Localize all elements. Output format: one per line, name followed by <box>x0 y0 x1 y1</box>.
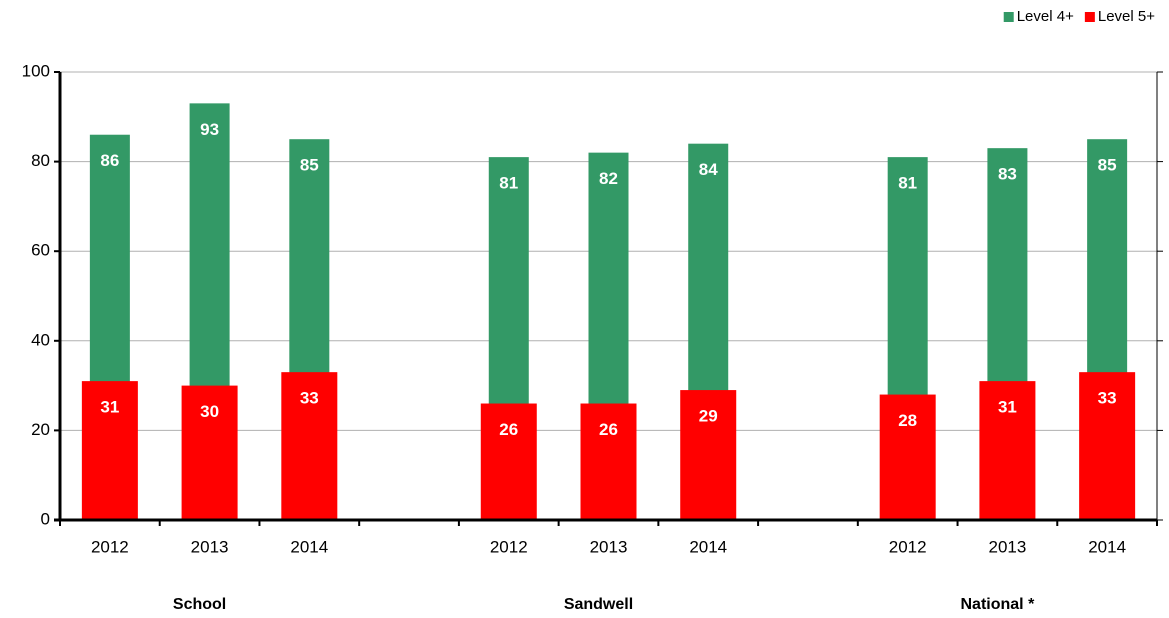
legend-swatch <box>1084 12 1095 22</box>
bar <box>1079 372 1136 520</box>
legend-label: Level 4+ <box>1017 8 1074 25</box>
data-label: 26 <box>599 420 618 439</box>
x-tick-label: 2014 <box>290 537 328 556</box>
bar <box>281 372 338 520</box>
bar <box>680 390 737 520</box>
data-label: 93 <box>200 120 219 139</box>
y-tick-label: 80 <box>31 151 50 170</box>
bar <box>480 403 537 520</box>
data-label: 31 <box>100 398 119 417</box>
y-tick-label: 100 <box>22 61 50 80</box>
x-tick-label: 2012 <box>490 537 528 556</box>
y-tick-label: 40 <box>31 330 50 349</box>
bar <box>181 385 238 520</box>
data-label: 81 <box>898 174 917 193</box>
x-tick-label: 2014 <box>1088 537 1126 556</box>
x-tick-label: 2013 <box>191 537 229 556</box>
x-tick-label: 2013 <box>590 537 628 556</box>
group-label: Sandwell <box>564 596 633 613</box>
bar <box>81 381 138 520</box>
group-label: School <box>173 596 226 613</box>
data-label: 82 <box>599 169 618 188</box>
bar <box>580 403 637 520</box>
data-label: 31 <box>998 398 1017 417</box>
data-label: 83 <box>998 165 1017 184</box>
y-tick-label: 20 <box>31 420 50 439</box>
x-tick-label: 2014 <box>689 537 727 556</box>
data-label: 26 <box>499 420 518 439</box>
data-label: 30 <box>200 402 219 421</box>
data-label: 86 <box>100 151 119 170</box>
x-tick-label: 2013 <box>988 537 1026 556</box>
x-tick-label: 2012 <box>889 537 927 556</box>
data-label: 84 <box>699 160 718 179</box>
bar <box>979 381 1036 520</box>
legend-label: Level 5+ <box>1098 8 1155 25</box>
data-label: 29 <box>699 407 718 426</box>
data-label: 85 <box>300 156 319 175</box>
data-label: 28 <box>898 411 917 430</box>
group-label: National * <box>961 596 1036 613</box>
data-label: 33 <box>1098 389 1117 408</box>
y-tick-label: 60 <box>31 241 50 260</box>
data-label: 85 <box>1098 156 1117 175</box>
legend-swatch <box>1003 12 1014 22</box>
data-label: 81 <box>499 174 518 193</box>
bar <box>879 394 936 520</box>
x-tick-label: 2012 <box>91 537 129 556</box>
data-label: 33 <box>300 389 319 408</box>
y-tick-label: 0 <box>41 509 50 528</box>
